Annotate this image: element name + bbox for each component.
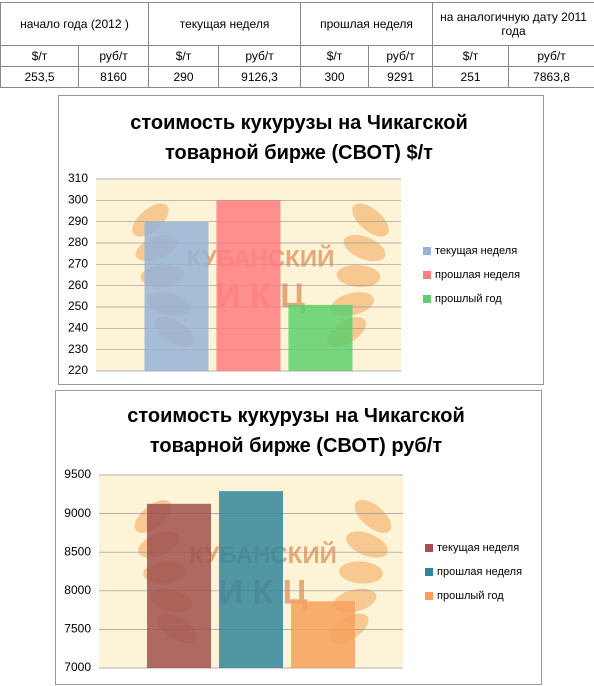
unit-cell: $/т	[0, 45, 79, 67]
legend-swatch	[425, 544, 433, 552]
bar	[147, 503, 211, 668]
header-cell: начало года (2012 )	[0, 2, 150, 46]
legend-swatch	[425, 568, 433, 576]
chart-title: стоимость кукурузы на Чикагской товарной…	[130, 112, 468, 164]
legend-label: прошлый год	[435, 293, 502, 305]
price-table: начало года (2012 ) текущая неделя прошл…	[0, 2, 594, 88]
legend-swatch	[423, 247, 431, 255]
chart-svg: КУБАНСКИЙИ К Ц700075008000850090009500те…	[64, 467, 522, 674]
y-tick-label: 8500	[64, 544, 91, 558]
value-cell: 290	[148, 66, 220, 88]
y-tick-label: 7500	[64, 622, 91, 636]
legend-label: прошлая неделя	[437, 566, 522, 578]
y-tick-label: 280	[68, 235, 88, 249]
value-cell: 253,5	[0, 66, 79, 88]
unit-cell: $/т	[300, 45, 370, 67]
y-tick-label: 300	[68, 193, 88, 207]
chart-title: стоимость кукурузы на Чикагской товарной…	[127, 405, 465, 457]
legend-swatch	[425, 592, 433, 600]
watermark-leaf	[339, 561, 383, 584]
y-tick-label: 310	[68, 171, 88, 185]
y-tick-label: 230	[68, 342, 88, 356]
legend-swatch	[423, 295, 431, 303]
y-tick-label: 9500	[64, 467, 91, 481]
legend-swatch	[423, 271, 431, 279]
legend-label: прошлая неделя	[435, 269, 520, 281]
unit-cell: руб/т	[508, 45, 594, 67]
unit-cell: руб/т	[368, 45, 434, 67]
legend-label: текущая неделя	[437, 542, 519, 554]
value-cell: 9291	[368, 66, 434, 88]
unit-cell: $/т	[148, 45, 220, 67]
y-tick-label: 7000	[64, 660, 91, 674]
watermark-leaf	[132, 203, 169, 237]
chart: КУБАНСКИЙИ К Ц700075008000850090009500те…	[55, 390, 542, 685]
y-tick-label: 290	[68, 214, 88, 228]
legend-label: текущая неделя	[435, 245, 517, 257]
y-tick-label: 240	[68, 321, 88, 335]
y-tick-label: 250	[68, 299, 88, 313]
unit-cell: руб/т	[218, 45, 302, 67]
value-cell: 7863,8	[508, 66, 594, 88]
value-cell: 9126,3	[218, 66, 302, 88]
watermark-leaf	[343, 234, 386, 262]
y-tick-label: 260	[68, 278, 88, 292]
legend-label: прошлый год	[437, 590, 504, 602]
watermark-leaf	[352, 203, 389, 237]
value-cell: 8160	[77, 66, 150, 88]
bar	[144, 221, 209, 371]
header-cell: текущая неделя	[148, 2, 302, 46]
y-tick-label: 270	[68, 257, 88, 271]
bar	[216, 200, 281, 371]
y-tick-label: 8000	[64, 583, 91, 597]
header-cell: на аналогичную дату 2011 года	[432, 2, 594, 46]
value-cell: 251	[432, 66, 510, 88]
y-tick-label: 9000	[64, 506, 91, 520]
value-cell: 300	[300, 66, 370, 88]
header-cell: прошлая неделя	[300, 2, 434, 46]
chart: КУБАНСКИЙИ К Ц22023024025026027028029030…	[58, 95, 544, 385]
bar	[291, 601, 355, 668]
unit-cell: руб/т	[77, 45, 150, 67]
bar	[219, 491, 283, 668]
watermark-leaf	[336, 264, 381, 288]
watermark-leaf	[346, 531, 388, 558]
watermark-leaf	[354, 500, 392, 533]
y-tick-label: 220	[68, 363, 88, 377]
chart-svg: КУБАНСКИЙИ К Ц22023024025026027028029030…	[68, 171, 520, 377]
unit-cell: $/т	[432, 45, 510, 67]
bar	[288, 304, 353, 371]
